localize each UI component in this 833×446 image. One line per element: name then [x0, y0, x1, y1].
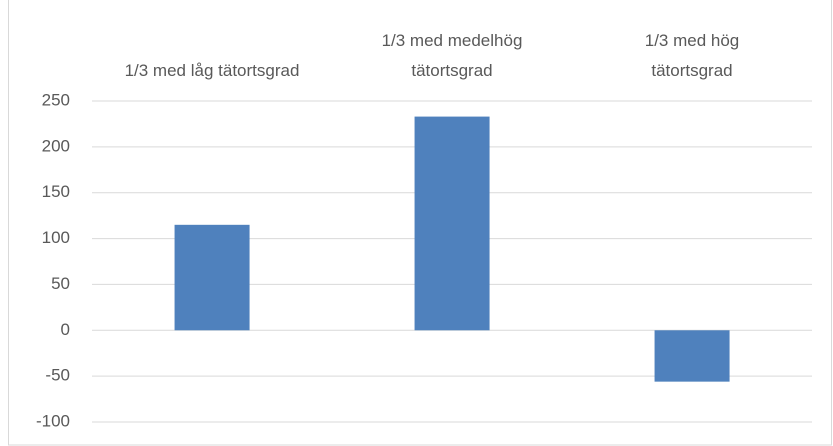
- category-label: 1/3 med medelhög tätortsgrad: [381, 31, 523, 80]
- y-tick-label: 50: [51, 274, 70, 293]
- bar: [414, 116, 490, 331]
- bar: [174, 224, 250, 331]
- category-label: 1/3 med låg tätortsgrad: [124, 61, 300, 80]
- y-tick-label: 150: [42, 182, 70, 201]
- category-label: 1/3 med hög tätortsgrad: [644, 31, 740, 80]
- y-tick-label: -50: [45, 366, 70, 385]
- y-tick-label: 250: [42, 90, 70, 109]
- y-tick-label: 200: [42, 136, 70, 155]
- y-tick-label: 0: [61, 320, 70, 339]
- y-tick-label: 100: [42, 228, 70, 247]
- chart-border: [8, 0, 832, 446]
- bar: [654, 330, 730, 382]
- y-tick-label: -100: [36, 411, 70, 430]
